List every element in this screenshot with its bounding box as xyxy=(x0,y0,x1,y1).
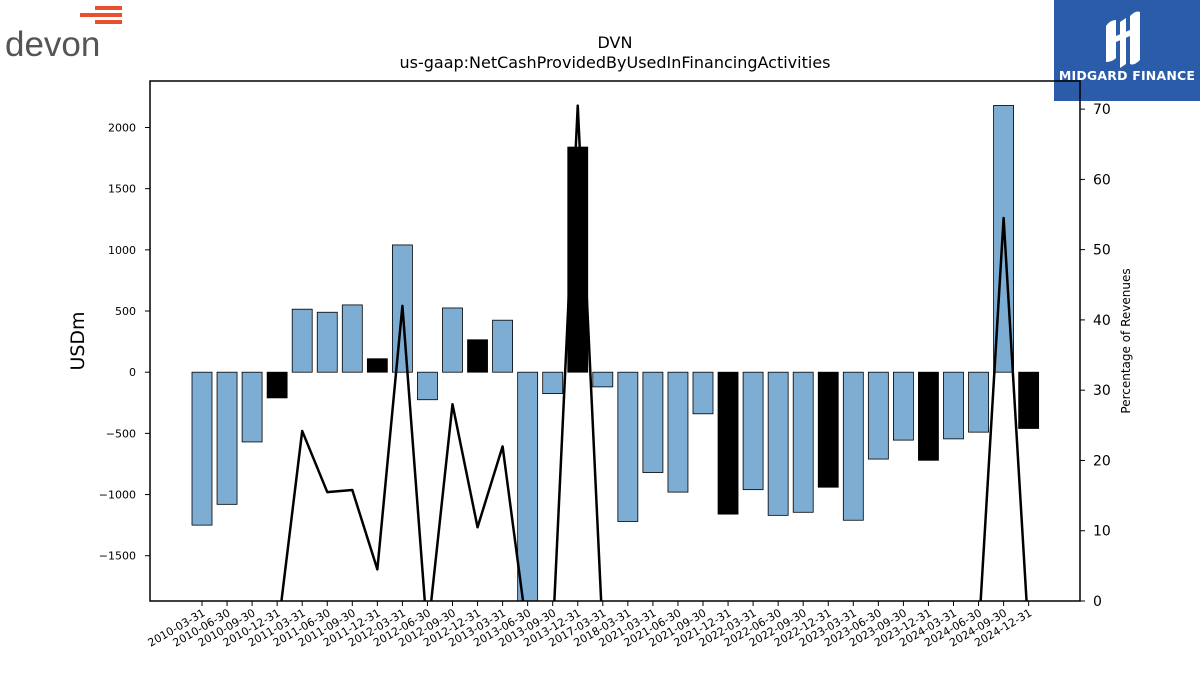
bar-2021-03-31 xyxy=(642,371,664,473)
y-tick-label: −500 xyxy=(106,427,136,440)
devon-logo-mark xyxy=(80,6,122,24)
bar-2011-03-31 xyxy=(291,308,313,373)
bar-2013-03-31 xyxy=(492,319,514,373)
bar-2011-06-30 xyxy=(316,311,338,373)
bar-2010-12-31 xyxy=(266,371,288,399)
y-axis-left: −1500 −1000 −500 0 500 1000 1500 2000 xyxy=(99,121,150,563)
plot-frame xyxy=(149,80,1081,602)
y-tick-label: 1000 xyxy=(108,244,136,257)
y2-tick-label: 40 xyxy=(1093,313,1111,329)
y-tick-label: −1500 xyxy=(99,550,136,563)
bar-2022-03-31 xyxy=(742,371,764,491)
y2-tick-label: 60 xyxy=(1093,172,1111,188)
midgard-logo-text: MIDGARD FINANCE xyxy=(1058,68,1196,83)
bar-2011-09-30 xyxy=(341,304,363,373)
bar-2021-06-30 xyxy=(667,371,689,493)
bar-2018-03-31 xyxy=(617,371,639,522)
y-tick-label: −1000 xyxy=(99,489,136,502)
devon-logo-text: devon xyxy=(5,25,100,64)
chart-subtitle: us-gaap:NetCashProvidedByUsedInFinancing… xyxy=(399,53,830,72)
bar-2023-06-30 xyxy=(867,371,889,460)
bar-2012-12-31 xyxy=(467,339,488,373)
bar-2013-06-30 xyxy=(517,371,539,601)
bar-2022-12-31 xyxy=(817,371,839,488)
bar-2013-09-30 xyxy=(542,371,564,395)
y-tick-label: 2000 xyxy=(108,121,136,134)
bar-2024-03-31 xyxy=(943,371,964,440)
bar-2022-06-30 xyxy=(767,371,789,516)
bar-2022-09-30 xyxy=(792,371,814,513)
bar-2010-09-30 xyxy=(241,371,263,443)
revenue-percentage-line-series xyxy=(280,104,1028,601)
y-axis-right: 0 10 20 30 40 50 60 70 xyxy=(1080,102,1111,610)
y2-tick-label: 0 xyxy=(1093,594,1102,610)
chart-title: DVN xyxy=(598,33,633,52)
bar-2023-09-30 xyxy=(893,371,914,441)
y2-tick-label: 30 xyxy=(1093,383,1111,399)
midgard-logo-mark xyxy=(1106,11,1140,68)
bar-2021-12-31 xyxy=(717,371,739,515)
bar-2012-06-30 xyxy=(417,371,438,401)
bar-2023-03-31 xyxy=(842,371,864,521)
y2-tick-label: 10 xyxy=(1093,524,1111,540)
bar-2021-09-30 xyxy=(692,371,714,415)
y-tick-label: 500 xyxy=(115,305,136,318)
y-axis-label: USDm xyxy=(67,311,89,370)
y2-axis-label: Percentage of Revenues xyxy=(1119,268,1133,413)
bar-2024-06-30 xyxy=(968,371,989,433)
bar-series xyxy=(191,105,1040,601)
bar-2024-12-31 xyxy=(1018,371,1040,429)
y-tick-label: 1500 xyxy=(108,183,136,196)
y-tick-label: 0 xyxy=(129,366,136,379)
bar-2012-09-30 xyxy=(442,307,463,373)
bar-2010-03-31 xyxy=(191,371,213,526)
bar-2023-12-31 xyxy=(918,371,939,461)
x-axis: 2010-03-312010-06-302010-09-302010-12-31… xyxy=(146,601,1034,650)
y2-tick-label: 20 xyxy=(1093,453,1111,469)
y2-tick-label: 70 xyxy=(1093,102,1111,118)
bar-2011-12-31 xyxy=(366,358,388,373)
percentage-of-revenues-line xyxy=(280,104,1028,601)
devon-logo: devon xyxy=(4,4,129,64)
bar-2010-06-30 xyxy=(216,371,238,505)
y2-tick-label: 50 xyxy=(1093,243,1111,259)
midgard-finance-logo: MIDGARD FINANCE xyxy=(1054,0,1200,101)
bar-2017-03-31 xyxy=(592,371,614,388)
